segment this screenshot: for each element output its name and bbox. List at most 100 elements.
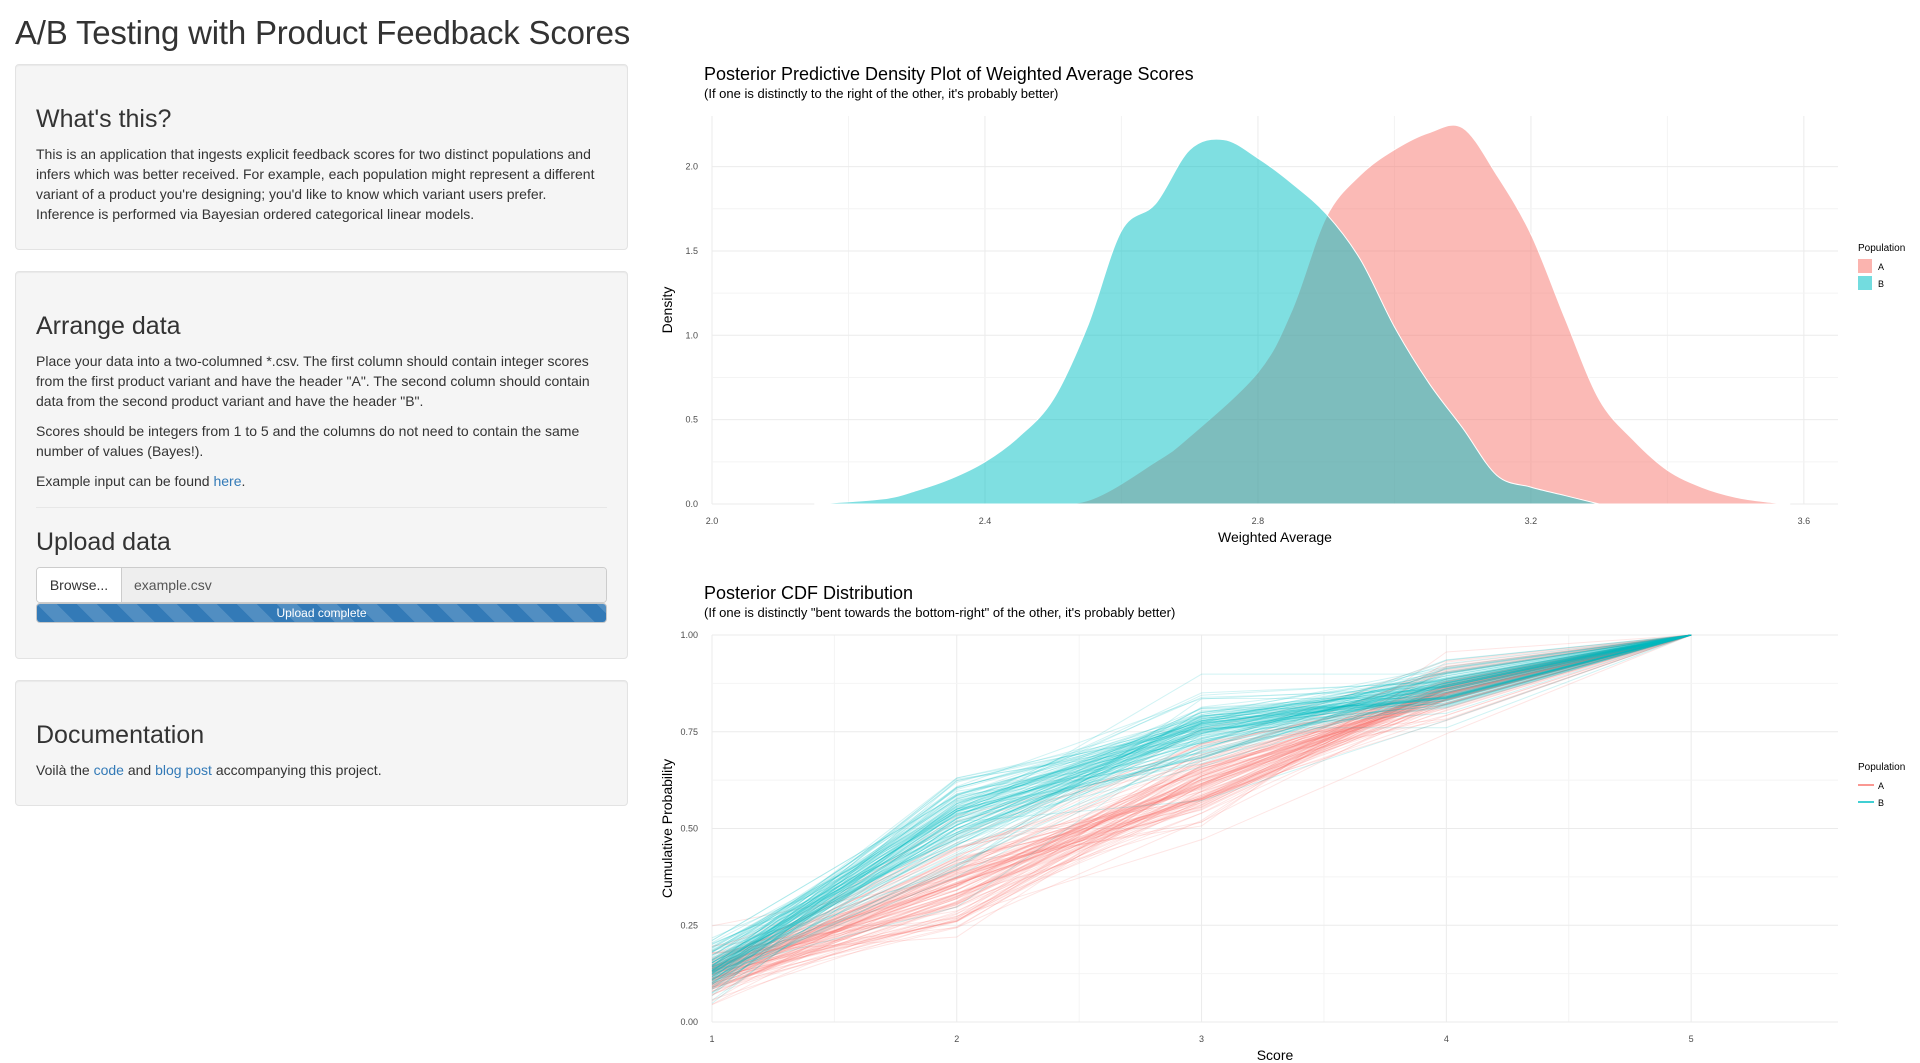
cdf-line-A [711,634,1692,976]
cdf-line-A [711,634,1692,982]
blog-post-link[interactable]: blog post [155,762,212,778]
cdf-line-A [711,634,1692,970]
cdf-line-A [711,634,1692,964]
cdf-line-A [711,634,1692,968]
cdf-line-B [711,634,1692,963]
cdf-line-B [711,634,1692,964]
cdf-line-B [711,634,1692,981]
cdf-line-B [711,634,1692,975]
cdf-line-A [711,634,1692,981]
cdf-line-B [711,634,1692,981]
cdf-line-A [711,634,1692,1006]
cdf-line-B [711,634,1692,966]
cdf-line-B [711,634,1692,975]
cdf-line-B [711,634,1692,952]
cdf-line-B [711,634,1692,976]
chart1-x-tick-label: 3.2 [1525,516,1538,526]
cdf-line-B [711,634,1692,962]
cdf-line-B [711,634,1692,986]
cdf-line-B [711,634,1692,985]
cdf-line-A [711,634,1692,975]
cdf-line-A [711,634,1692,996]
cdf-line-B [711,634,1692,945]
cdf-line-B [711,634,1692,971]
cdf-line-A [711,634,1692,978]
chart2-x-tick-label: 2 [954,1034,959,1044]
cdf-line-B [711,634,1692,978]
chart1-y-tick-label: 1.5 [685,246,698,256]
cdf-line-B [711,634,1692,971]
chart2-x-tick-label: 5 [1689,1034,1694,1044]
cdf-line-B [711,634,1692,956]
cdf-line-B [711,634,1692,939]
chart2-y-axis-label: Cumulative Probability [659,759,675,898]
cdf-line-A [711,634,1692,976]
cdf-line-A [711,634,1692,969]
cdf-line-A [711,634,1692,973]
cdf-line-B [711,634,1692,967]
chart2-legend-title: Population [1858,762,1905,773]
example-prefix: Example input can be found [36,473,214,489]
cdf-line-A [711,634,1692,985]
example-suffix: . [241,473,246,489]
cdf-line-A [711,634,1692,1005]
arrange-paragraph-2: Scores should be integers from 1 to 5 an… [36,423,580,459]
arrange-panel: Arrange data Place your data into a two-… [15,271,628,659]
cdf-line-B [711,634,1692,974]
cdf-line-B [711,634,1692,961]
cdf-line-A [711,634,1692,977]
chart1-legend-swatch-A [1858,259,1872,273]
cdf-line-A [711,634,1692,968]
cdf-line-B [711,634,1692,966]
file-name-field[interactable] [122,568,606,602]
code-link[interactable]: code [93,762,124,778]
chart1-y-tick-label: 1.0 [685,330,698,340]
cdf-line-A [711,634,1692,976]
cdf-line-A [711,634,1692,992]
chart1-legend-label-B: B [1878,279,1884,289]
cdf-line-B [711,634,1692,975]
cdf-line-A [711,634,1692,955]
cdf-line-B [711,634,1692,953]
cdf-line-B [711,634,1692,980]
browse-button[interactable]: Browse... [37,568,122,602]
cdf-line-A [711,634,1692,954]
cdf-line-A [711,634,1692,980]
cdf-line-A [711,634,1692,984]
cdf-line-B [711,634,1692,953]
cdf-line-B [711,634,1692,958]
cdf-line-A [711,634,1692,976]
example-link[interactable]: here [213,473,242,489]
chart2-legend-label-B: B [1878,798,1884,808]
cdf-line-B [711,634,1692,951]
cdf-line-A [711,634,1692,985]
chart2-title: Posterior CDF Distribution [704,583,913,603]
cdf-line-B [711,634,1692,994]
cdf-line-B [711,634,1692,976]
cdf-line-A [711,634,1692,962]
chart2-y-tick-label: 0.75 [680,727,698,737]
docs-panel: Documentation Voilà the code and blog po… [15,680,628,806]
cdf-line-A [711,634,1692,980]
chart1-y-tick-label: 0.5 [685,415,698,425]
cdf-line-B [711,634,1692,978]
cdf-line-A [711,634,1692,960]
cdf-line-A [711,634,1692,962]
cdf-line-A [711,634,1692,976]
cdf-line-A [711,634,1692,971]
cdf-line-A [711,634,1692,990]
docs-prefix: Voilà the [36,762,94,778]
cdf-line-A [711,634,1692,970]
cdf-line-B [711,634,1692,969]
cdf-line-B [711,634,1692,977]
cdf-line-A [711,634,1692,970]
cdf-line-A [711,634,1692,974]
cdf-line-B [711,634,1692,956]
cdf-line-A [711,634,1692,966]
about-heading: What's this? [36,105,172,133]
chart1-y-tick-label: 2.0 [685,162,698,172]
cdf-line-A [711,634,1692,988]
cdf-line-B [711,634,1692,990]
cdf-line-B [711,634,1692,961]
